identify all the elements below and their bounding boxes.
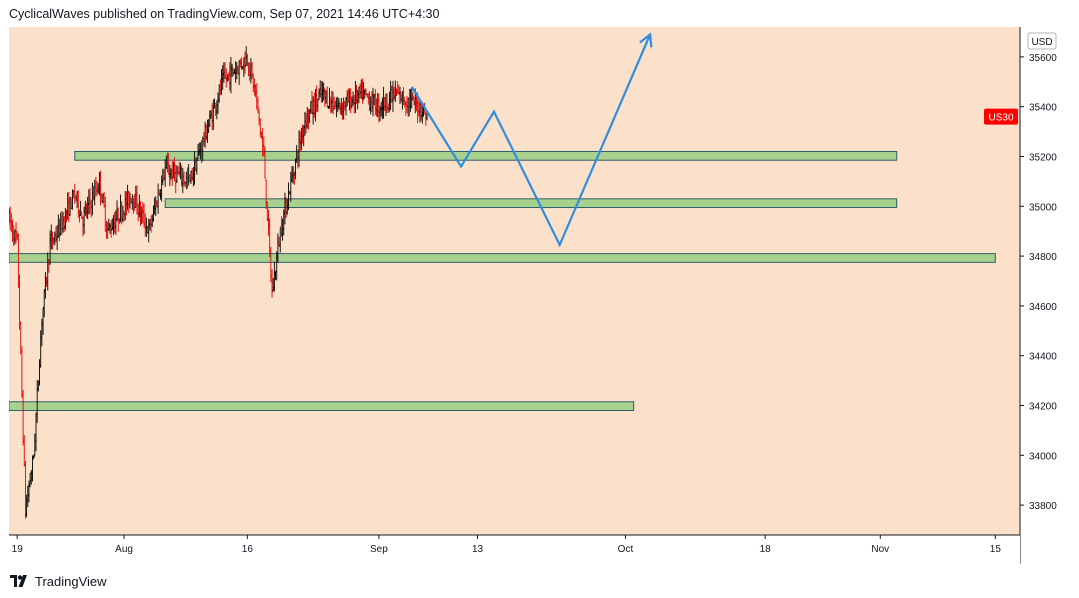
candle xyxy=(195,157,199,175)
footer: TradingView xyxy=(10,573,107,589)
currency-label-box xyxy=(1027,32,1057,50)
x-tick-label: 13 xyxy=(472,544,484,555)
candlestick-chart[interactable]: 33800 34000 34200 34400 34600 34800 35000 35200… xyxy=(7,27,1070,564)
candle xyxy=(398,86,402,105)
candle xyxy=(263,146,267,179)
x-tick-label: Sep xyxy=(370,544,388,555)
candle xyxy=(243,51,247,74)
candle xyxy=(256,96,260,114)
x-tick-label: Oct xyxy=(618,544,634,555)
x-tick-label: Aug xyxy=(115,544,133,555)
y-tick-label: 33800 xyxy=(1029,501,1057,512)
candle xyxy=(411,92,415,101)
price-axis-panel[interactable] xyxy=(1020,27,1070,564)
symbol-badge: US30 xyxy=(984,108,1018,125)
candle xyxy=(396,81,399,95)
candle xyxy=(270,269,274,298)
x-tick-label: 15 xyxy=(990,544,1002,555)
publisher-caption: CyclicalWaves published on TradingView.c… xyxy=(9,7,440,21)
support-zone[interactable] xyxy=(8,253,996,263)
y-tick-label: 34800 xyxy=(1029,252,1057,263)
tradingview-brand[interactable]: TradingView xyxy=(35,573,107,589)
x-tick-label: Nov xyxy=(871,544,889,555)
plot-background xyxy=(9,27,1020,535)
support-zone[interactable] xyxy=(164,198,898,209)
candle xyxy=(333,96,336,111)
candle xyxy=(32,455,35,460)
candle xyxy=(259,118,262,138)
y-tick-label: 34400 xyxy=(1029,352,1057,363)
x-tick-label: 16 xyxy=(242,544,254,555)
chart-area[interactable]: 33800 34000 34200 34400 34600 34800 35000 35200… xyxy=(7,27,1070,564)
candle xyxy=(240,57,243,71)
candle xyxy=(382,86,385,119)
candle xyxy=(109,219,113,238)
candle xyxy=(328,87,331,109)
candle xyxy=(230,63,234,78)
projection-arrowhead xyxy=(639,32,653,48)
candle xyxy=(213,98,216,109)
candle xyxy=(418,101,422,123)
x-tick-label: 18 xyxy=(760,544,772,555)
y-tick-label: 34000 xyxy=(1029,451,1057,462)
y-tick-label: 35600 xyxy=(1029,53,1057,64)
x-tick-label: 19 xyxy=(12,544,24,555)
candle xyxy=(121,205,125,223)
time-axis-panel[interactable] xyxy=(9,535,1020,564)
candle xyxy=(68,197,72,216)
support-zone[interactable] xyxy=(8,401,635,411)
support-zone[interactable] xyxy=(74,151,898,161)
y-tick-label: 35400 xyxy=(1029,103,1057,114)
y-tick-label: 34600 xyxy=(1029,302,1057,313)
currency-label: USD xyxy=(1031,37,1052,48)
y-tick-label: 35000 xyxy=(1029,202,1057,213)
symbol-label: US30 xyxy=(988,113,1013,124)
candle xyxy=(131,194,134,211)
y-tick-label: 35200 xyxy=(1029,152,1057,163)
projection-path[interactable] xyxy=(410,34,652,248)
y-tick-label: 34200 xyxy=(1029,402,1057,413)
tradingview-logo-icon xyxy=(10,575,27,587)
